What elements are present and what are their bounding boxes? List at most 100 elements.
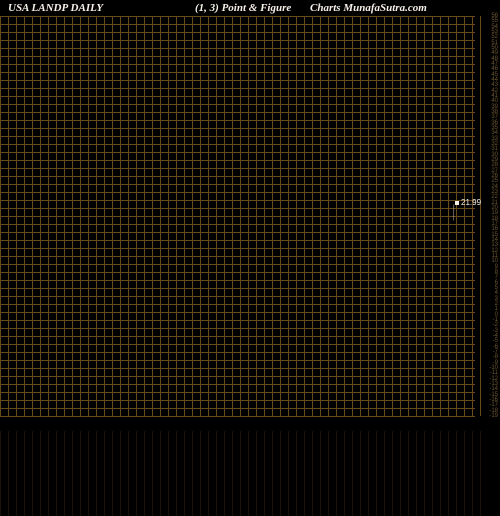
chart-brand: Charts MunafaSutra.com	[310, 2, 427, 14]
grid-vline	[168, 16, 169, 416]
grid-vline	[104, 16, 105, 416]
marker-ticks: |||	[453, 206, 455, 221]
grid-vline	[328, 16, 329, 416]
grid-vline	[216, 16, 217, 416]
bottom-vline	[320, 431, 321, 516]
bottom-vline	[344, 431, 345, 516]
bottom-vline	[160, 431, 161, 516]
grid-vline	[136, 16, 137, 416]
chart-params: (1, 3) Point & Figure	[195, 2, 291, 14]
bottom-vline	[48, 431, 49, 516]
grid-vline	[256, 16, 257, 416]
grid-vline	[240, 16, 241, 416]
grid-vline	[248, 16, 249, 416]
grid-vline	[184, 16, 185, 416]
bottom-vline	[104, 431, 105, 516]
bottom-vline	[56, 431, 57, 516]
bottom-vline	[32, 431, 33, 516]
bottom-vline	[400, 431, 401, 516]
grid-vline	[160, 16, 161, 416]
grid-vline	[128, 16, 129, 416]
bottom-vline	[288, 431, 289, 516]
grid-vline	[336, 16, 337, 416]
bottom-vline	[72, 431, 73, 516]
grid-vline	[192, 16, 193, 416]
bottom-vline	[240, 431, 241, 516]
bottom-vline	[224, 431, 225, 516]
grid-vline	[208, 16, 209, 416]
bottom-vline	[64, 431, 65, 516]
grid-vline	[40, 16, 41, 416]
bottom-vline	[232, 431, 233, 516]
grid-vline	[432, 16, 433, 416]
grid-vline	[304, 16, 305, 416]
bottom-vline	[80, 431, 81, 516]
bottom-vline	[368, 431, 369, 516]
bottom-vline	[144, 431, 145, 516]
grid-vline	[424, 16, 425, 416]
bottom-vline	[136, 431, 137, 516]
grid-vline	[48, 16, 49, 416]
bottom-vline	[256, 431, 257, 516]
y-axis: 5655545352515049484746454443424140393837…	[475, 16, 500, 416]
bottom-vline	[168, 431, 169, 516]
bottom-vline	[464, 431, 465, 516]
grid-vline	[320, 16, 321, 416]
bottom-vline	[248, 431, 249, 516]
grid-vline	[344, 16, 345, 416]
grid-vline	[288, 16, 289, 416]
grid-vline	[400, 16, 401, 416]
bottom-vline	[360, 431, 361, 516]
grid-vline	[112, 16, 113, 416]
bottom-vline	[296, 431, 297, 516]
grid-vline	[416, 16, 417, 416]
grid-vline	[224, 16, 225, 416]
grid-vline	[408, 16, 409, 416]
bottom-vline	[176, 431, 177, 516]
bottom-vline	[304, 431, 305, 516]
bottom-vline	[384, 431, 385, 516]
bottom-vline	[184, 431, 185, 516]
grid-vline	[264, 16, 265, 416]
grid-vline	[352, 16, 353, 416]
grid-vline	[296, 16, 297, 416]
price-marker: 21.99 |||	[455, 198, 481, 207]
bottom-vline	[408, 431, 409, 516]
bottom-vline	[272, 431, 273, 516]
bottom-vline	[424, 431, 425, 516]
bottom-vline	[336, 431, 337, 516]
grid-vline	[64, 16, 65, 416]
chart-grid	[0, 16, 475, 416]
grid-vline	[280, 16, 281, 416]
bottom-vline	[392, 431, 393, 516]
marker-value: 21.99	[461, 198, 481, 207]
bottom-vline	[96, 431, 97, 516]
grid-vline	[312, 16, 313, 416]
bottom-vline	[200, 431, 201, 516]
chart-title: USA LANDP DAILY	[8, 2, 103, 14]
bottom-vline	[456, 431, 457, 516]
grid-vline	[8, 16, 9, 416]
bottom-vline	[312, 431, 313, 516]
grid-vline	[56, 16, 57, 416]
y-axis-label: -19	[489, 413, 498, 419]
bottom-vline	[416, 431, 417, 516]
bottom-vline	[376, 431, 377, 516]
grid-vline	[16, 16, 17, 416]
bottom-vline	[280, 431, 281, 516]
bottom-vline	[40, 431, 41, 516]
bottom-vline	[8, 431, 9, 516]
grid-vline	[360, 16, 361, 416]
grid-vline	[80, 16, 81, 416]
grid-vline	[368, 16, 369, 416]
grid-vline	[32, 16, 33, 416]
grid-vline	[200, 16, 201, 416]
marker-box-icon	[455, 201, 459, 205]
bottom-vline	[0, 431, 1, 516]
bottom-vline	[328, 431, 329, 516]
bottom-vline	[216, 431, 217, 516]
grid-vline	[176, 16, 177, 416]
grid-vline	[472, 16, 473, 416]
bottom-vline	[352, 431, 353, 516]
grid-vline	[384, 16, 385, 416]
